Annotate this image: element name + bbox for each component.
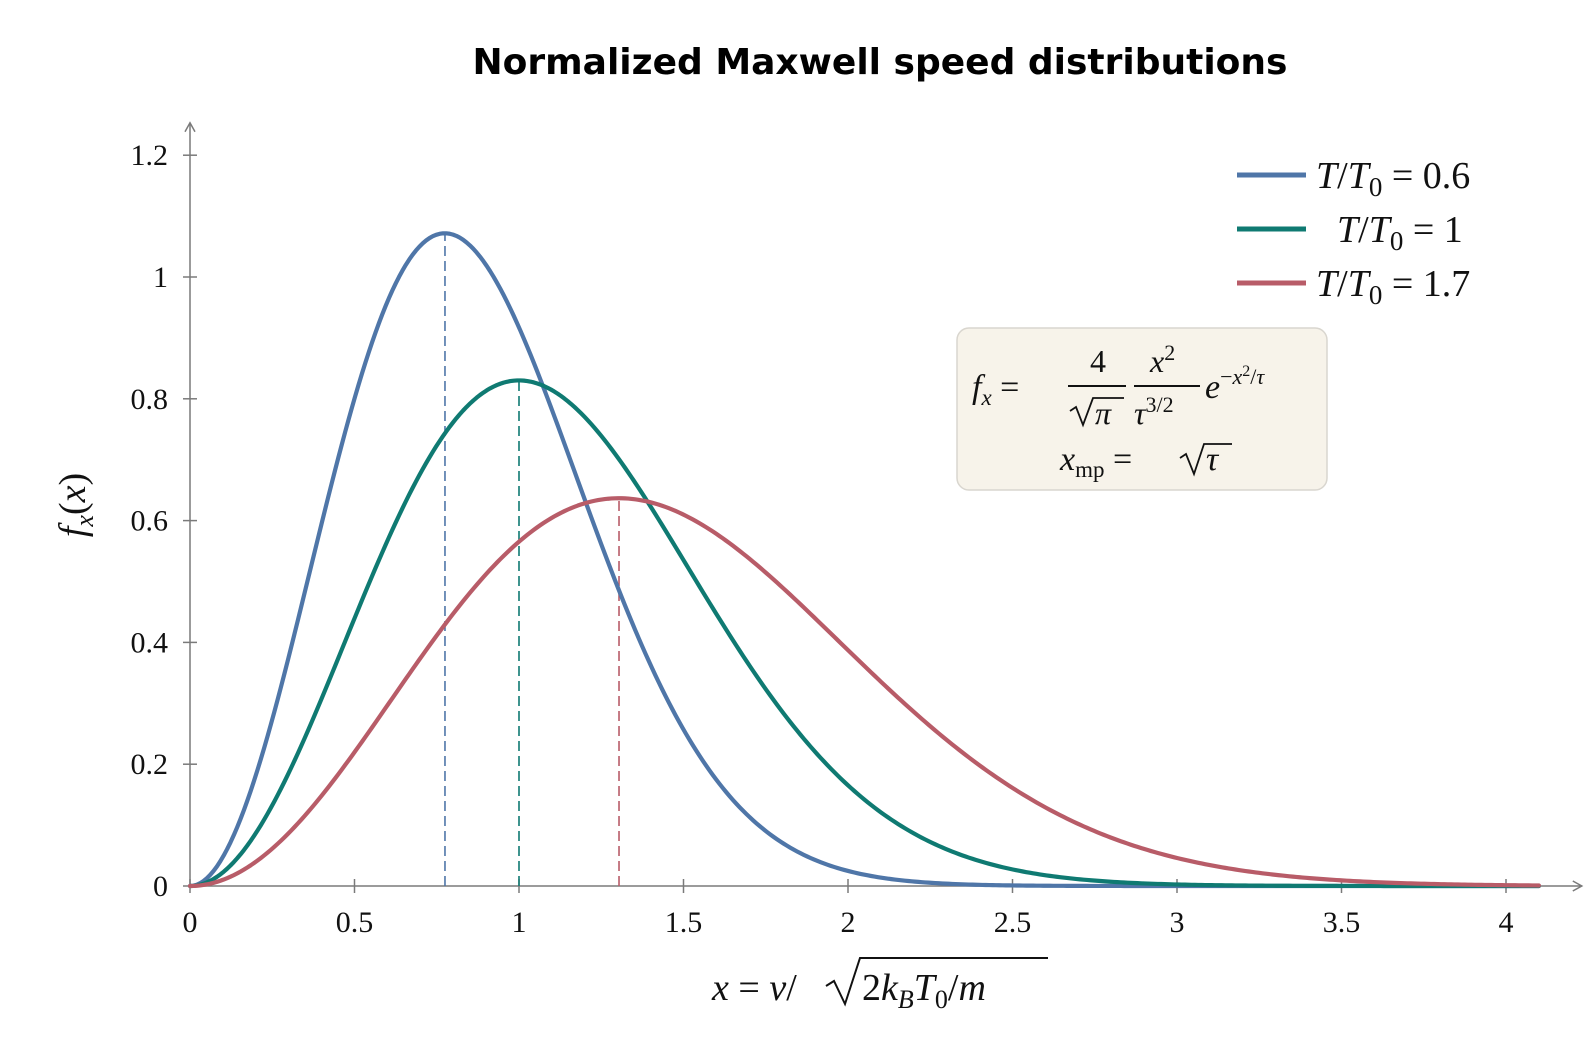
x-tick-label: 1.5	[665, 906, 703, 939]
chart-title: Normalized Maxwell speed distributions	[473, 42, 1288, 83]
y-tick-label: 1.2	[131, 139, 169, 172]
svg-text:π: π	[1095, 395, 1112, 431]
svg-text:2kBT0/m: 2kBT0/m	[862, 967, 986, 1014]
y-tick-label: 0.8	[131, 383, 169, 416]
y-tick-label: 0.6	[131, 505, 169, 538]
x-tick-label: 0	[183, 906, 198, 939]
series-line-0	[187, 231, 1541, 889]
y-tick-label: 0.2	[131, 748, 169, 781]
svg-text:4: 4	[1090, 343, 1106, 379]
series-line-2	[187, 496, 1541, 889]
svg-text:τ: τ	[1206, 441, 1220, 478]
y-tick-label: 1	[153, 261, 168, 294]
legend-entry-0.6: T/T0 = 0.6	[1316, 155, 1470, 202]
legend-entry-1: T/T0 = 1	[1337, 209, 1463, 256]
x-tick-label: 3.5	[1323, 906, 1361, 939]
ticks: 0 0.5 1 1.5 2 2.5 3 3.5 4 0 0.2 0.4 0.6 0.8 1 1.2	[131, 139, 1514, 939]
svg-text:fx =: fx =	[972, 369, 1019, 410]
curves	[187, 231, 1541, 889]
formula-annotation: fx = 4 π x2 τ3/2 e−x2/τ xmp = τ	[956, 327, 1328, 491]
legend: T/T0 = 0.6 T/T0 = 1 T/T0 = 1.7	[1237, 155, 1470, 310]
svg-text:xmp =: xmp =	[1059, 441, 1132, 482]
x-tick-label: 2.5	[994, 906, 1032, 939]
svg-text:τ3/2: τ3/2	[1134, 392, 1174, 431]
svg-text:e−x2/τ: e−x2/τ	[1205, 363, 1265, 406]
series-line-1	[187, 378, 1541, 889]
x-tick-label: 4	[1499, 906, 1514, 939]
svg-text:fx(x): fx(x)	[52, 473, 99, 537]
y-tick-label: 0.4	[131, 626, 169, 659]
x-tick-label: 2	[841, 906, 856, 939]
y-tick-label: 0	[153, 870, 168, 903]
y-axis-arrow	[184, 121, 196, 133]
peak-markers	[444, 234, 620, 886]
x-tick-label: 0.5	[336, 906, 374, 939]
x-tick-label: 1	[512, 906, 527, 939]
x-axis-label: x = v/ 2kBT0/m	[711, 957, 1048, 1014]
x-axis-arrow	[1572, 880, 1584, 892]
svg-text:x2: x2	[1149, 340, 1175, 379]
y-axis-label: fx(x)	[52, 473, 99, 537]
legend-entry-1.7: T/T0 = 1.7	[1316, 263, 1470, 310]
svg-text:x = v/: x = v/	[711, 967, 797, 1009]
x-tick-label: 3	[1170, 906, 1185, 939]
